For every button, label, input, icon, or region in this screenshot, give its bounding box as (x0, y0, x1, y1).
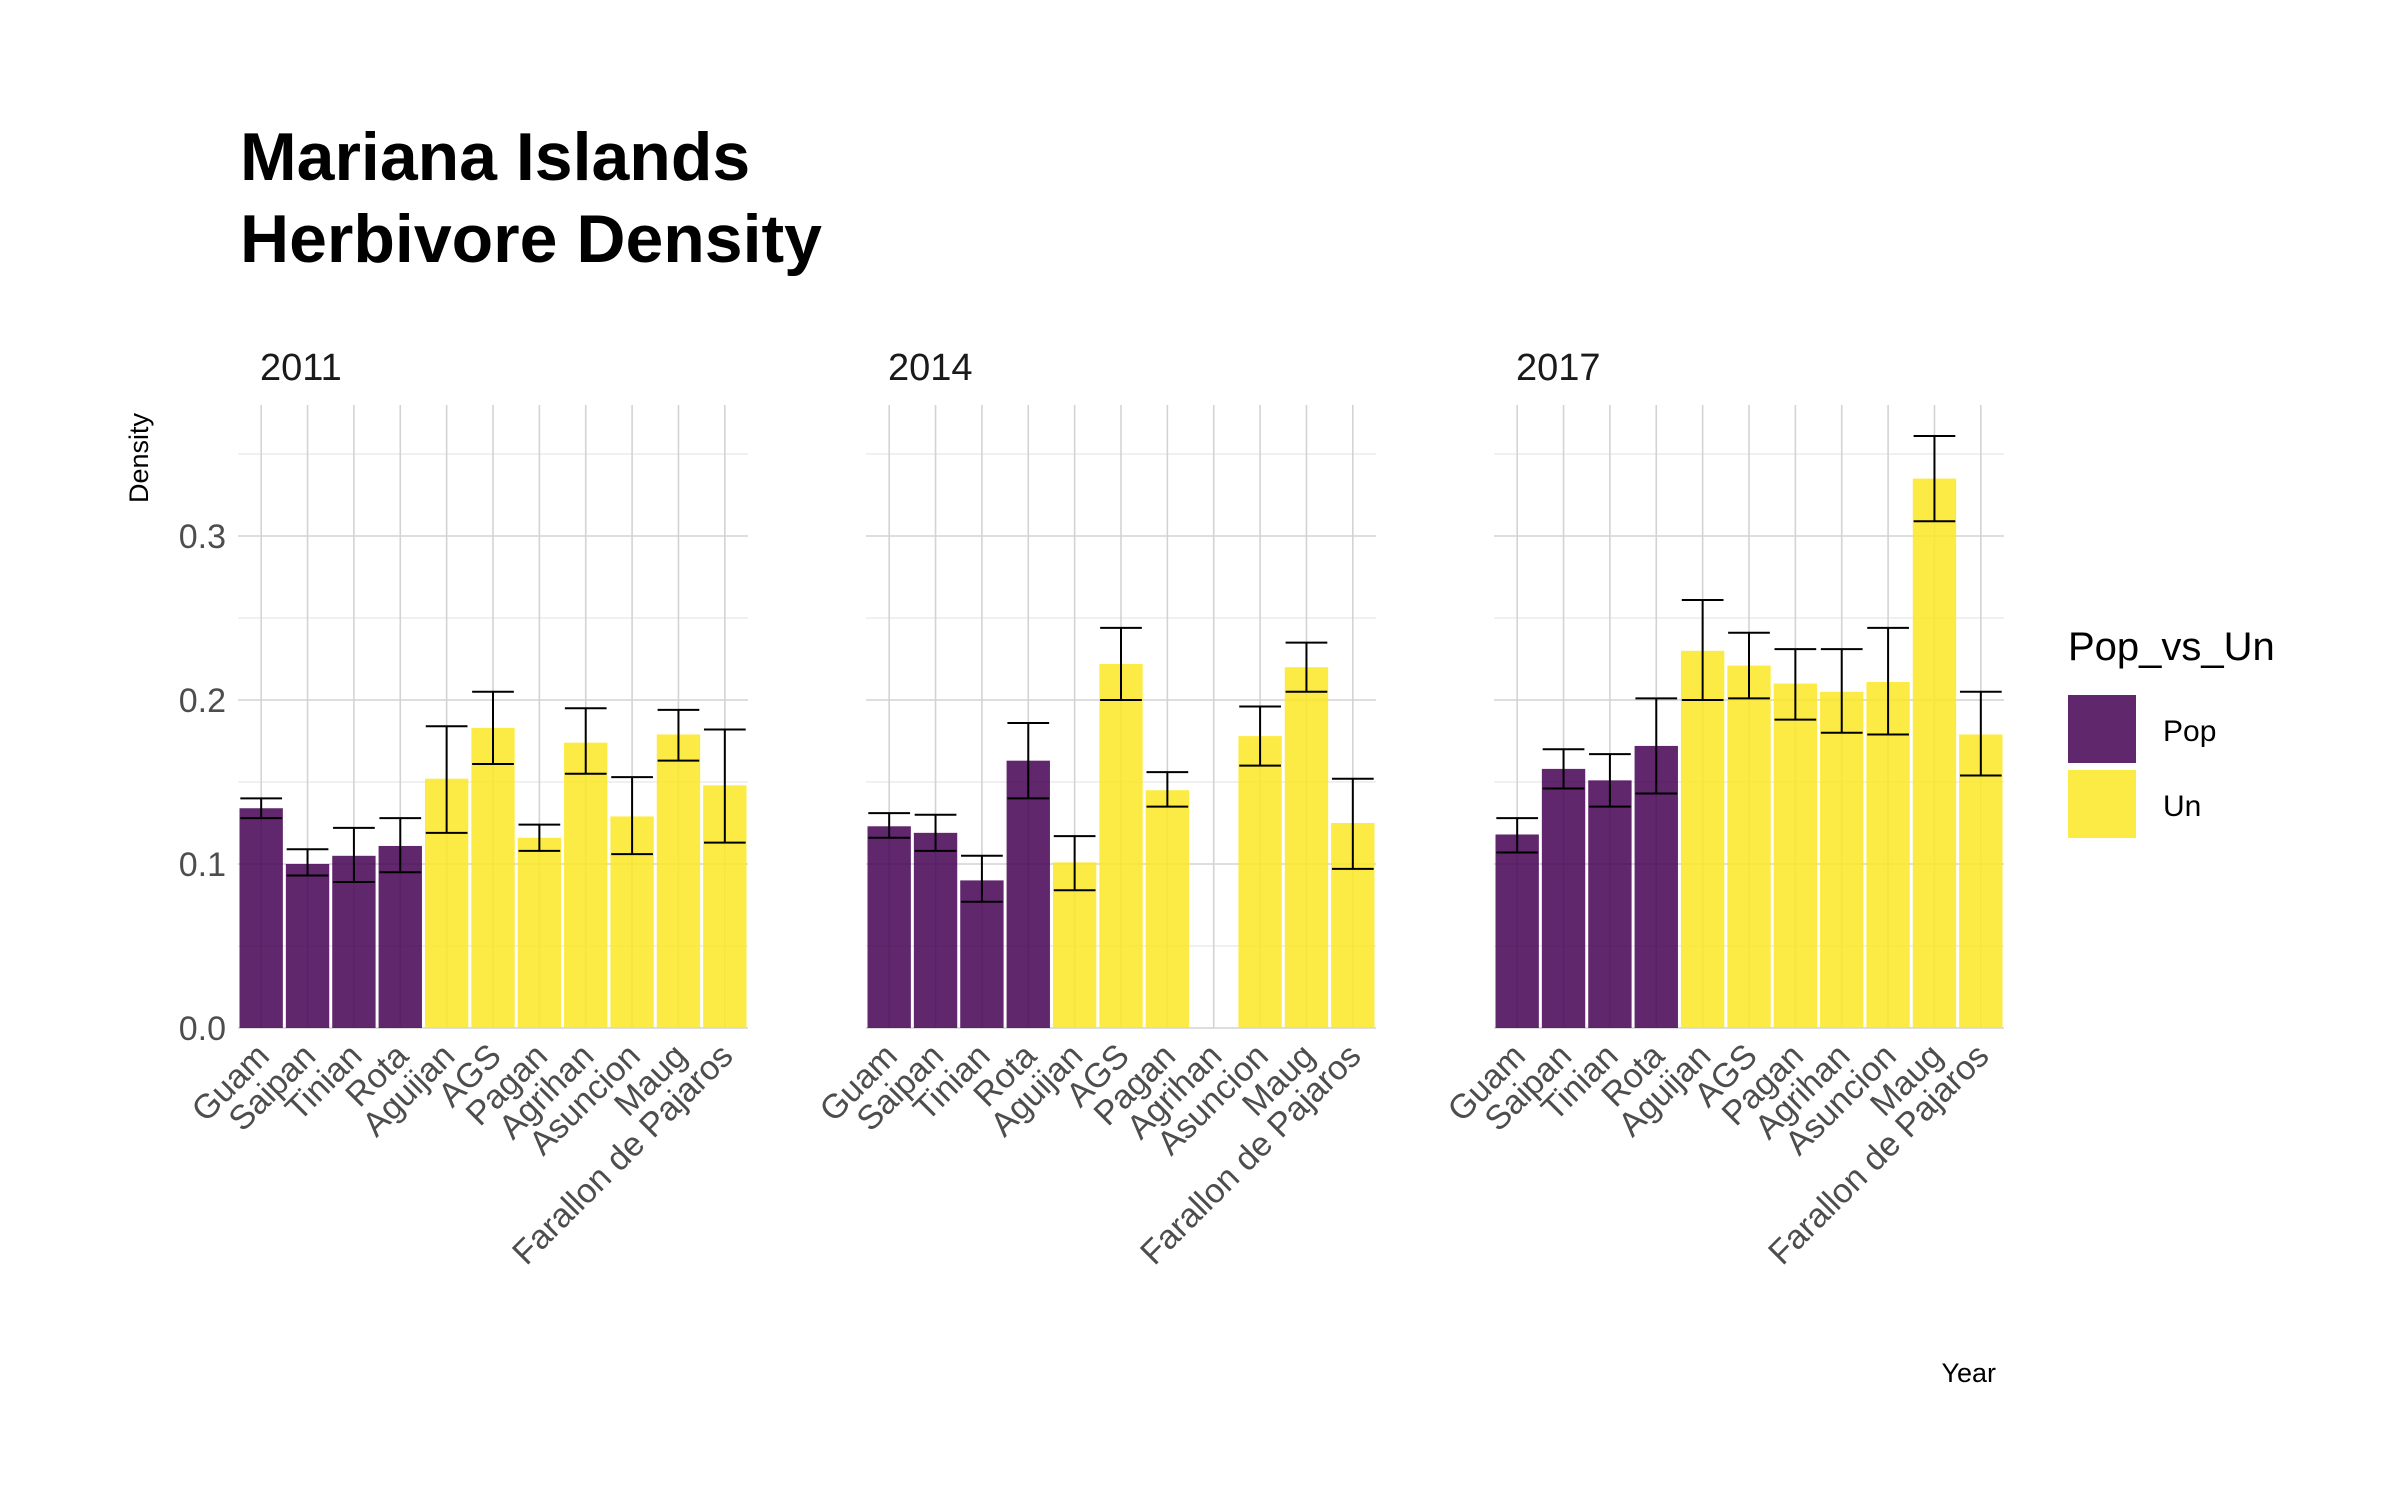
bar-2017-saipan (1541, 768, 1586, 1028)
bar-2011-saipan (285, 864, 330, 1028)
bar-2011-agrihan (564, 742, 608, 1028)
error-bar-2017-tinian (1589, 753, 1631, 808)
bar-2017-farallon-de-pajaros (1959, 734, 2003, 1028)
panel-strip-label-2014: 2014 (888, 347, 973, 389)
bar-2014-asuncion (1238, 736, 1282, 1028)
bar-2017-aguijan (1680, 650, 1725, 1028)
bar-2011-pagan (517, 837, 562, 1028)
panel-strip-label-2011: 2011 (260, 347, 342, 389)
error-bar-2017-aguijan (1681, 598, 1724, 701)
y-axis-title: Density (124, 412, 154, 503)
legend-label-pop: Pop (2163, 715, 2216, 748)
error-bar-2011-tinian (333, 826, 375, 884)
bar-2017-pagan (1773, 683, 1818, 1028)
error-bar-2017-ags (1728, 631, 1770, 700)
bar-2011-maug (656, 734, 701, 1028)
error-bar-2011-maug (657, 708, 700, 762)
bar-2014-maug (1284, 667, 1329, 1028)
error-bar-2014-pagan (1146, 771, 1189, 808)
bar-2014-saipan (913, 832, 958, 1028)
error-bar-2014-tinian (961, 854, 1003, 903)
bar-2011-rota (378, 845, 422, 1028)
bar-2014-guam (867, 826, 911, 1028)
error-bar-2017-guam (1496, 817, 1539, 854)
panel-2011: 2011GuamSaipanTinianRotaAguijanAGSPaganA… (179, 347, 748, 1272)
error-bar-2011-agrihan (564, 707, 607, 775)
error-bar-2017-farallon-de-pajaros (1959, 690, 2002, 777)
error-bar-2014-saipan (914, 813, 957, 852)
legend-swatch-pop (2068, 695, 2136, 763)
chart-title-line-2: Herbivore Density (240, 201, 822, 277)
error-bar-2014-rota (1007, 721, 1050, 800)
error-bar-2017-saipan (1542, 748, 1585, 790)
bar-2011-guam (239, 808, 283, 1028)
bar-2017-agrihan (1820, 691, 1864, 1028)
y-tick-label: 0.2 (179, 682, 226, 720)
y-tick-label: 0.1 (179, 846, 226, 884)
legend-title: Pop_vs_Un (2068, 625, 2275, 669)
facet-panels: 2011GuamSaipanTinianRotaAguijanAGSPaganA… (179, 347, 2004, 1272)
error-bar-2014-asuncion (1239, 705, 1281, 767)
legend-label-un: Un (2163, 790, 2201, 823)
error-bar-2011-saipan (286, 848, 329, 877)
bar-2014-ags (1099, 663, 1143, 1028)
x-axis-title: Year (1941, 1358, 1996, 1388)
error-bar-2011-pagan (518, 823, 561, 852)
panel-strip-label-2017: 2017 (1516, 347, 1601, 389)
legend-swatch-un (2068, 770, 2136, 838)
bar-2011-ags (471, 727, 515, 1028)
bar-2017-guam (1495, 834, 1539, 1028)
bar-2014-pagan (1145, 790, 1190, 1028)
error-bar-2017-pagan (1774, 648, 1817, 721)
panel-2017: 2017GuamSaipanTinianRotaAguijanAGSPaganA… (1440, 347, 2004, 1272)
bar-2017-tinian (1588, 780, 1632, 1028)
error-bar-2011-asuncion (611, 776, 653, 856)
bar-2017-maug (1912, 478, 1957, 1029)
y-tick-label: 0.3 (179, 518, 226, 556)
error-bar-2014-maug (1285, 641, 1328, 693)
error-bar-2017-asuncion (1867, 626, 1909, 736)
panel-2014: 2014GuamSaipanTinianRotaAguijanAGSPaganA… (812, 347, 1376, 1272)
error-bar-2011-ags (472, 690, 514, 765)
error-bar-2014-guam (868, 812, 911, 839)
chart-title-line-1: Mariana Islands (240, 119, 750, 195)
error-bar-2014-farallon-de-pajaros (1331, 777, 1374, 870)
error-bar-2011-rota (379, 817, 422, 874)
error-bar-2011-aguijan (425, 725, 468, 834)
y-tick-label: 0.0 (179, 1010, 226, 1048)
bar-2017-asuncion (1866, 681, 1910, 1028)
bar-2014-rota (1006, 760, 1050, 1028)
error-bar-2014-ags (1100, 626, 1142, 701)
bar-2014-tinian (960, 880, 1004, 1028)
error-bar-2011-farallon-de-pajaros (703, 728, 746, 844)
bar-2011-tinian (332, 855, 376, 1028)
error-bar-2014-aguijan (1053, 835, 1096, 892)
error-bar-2017-rota (1635, 697, 1678, 795)
legend: Pop_vs_Un Pop Un (2068, 625, 2275, 838)
error-bar-2011-guam (240, 797, 283, 820)
error-bar-2017-agrihan (1820, 648, 1863, 734)
error-bar-2017-maug (1913, 434, 1956, 523)
bar-2017-ags (1727, 665, 1771, 1028)
